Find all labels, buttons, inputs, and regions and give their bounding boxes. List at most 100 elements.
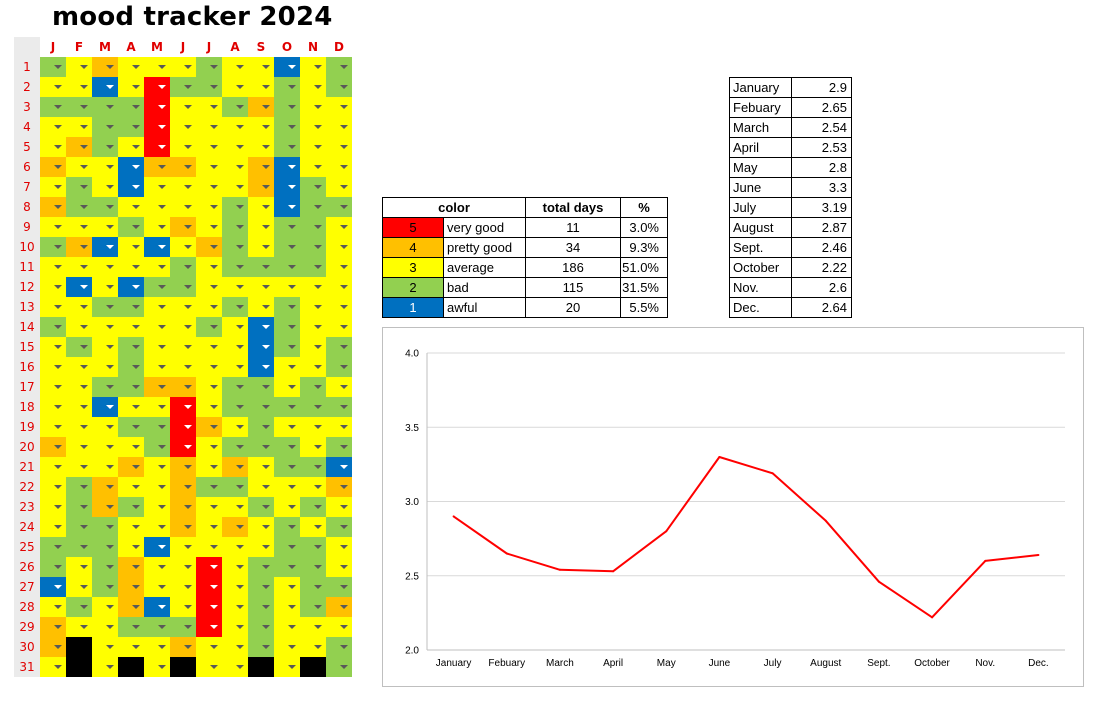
dropdown-arrow-icon[interactable]	[340, 225, 348, 229]
mood-cell[interactable]	[326, 217, 352, 237]
mood-cell[interactable]	[222, 297, 248, 317]
mood-cell[interactable]	[66, 317, 92, 337]
mood-cell[interactable]	[274, 337, 300, 357]
mood-cell[interactable]	[326, 577, 352, 597]
mood-cell[interactable]	[274, 137, 300, 157]
mood-cell[interactable]	[326, 277, 352, 297]
dropdown-arrow-icon[interactable]	[54, 625, 62, 629]
dropdown-arrow-icon[interactable]	[106, 625, 114, 629]
dropdown-arrow-icon[interactable]	[54, 605, 62, 609]
dropdown-arrow-icon[interactable]	[54, 525, 62, 529]
mood-cell[interactable]	[144, 557, 170, 577]
mood-cell[interactable]	[118, 537, 144, 557]
mood-cell[interactable]	[222, 317, 248, 337]
mood-cell[interactable]	[248, 437, 274, 457]
mood-cell[interactable]	[274, 297, 300, 317]
dropdown-arrow-icon[interactable]	[106, 485, 114, 489]
mood-cell[interactable]	[118, 137, 144, 157]
dropdown-arrow-icon[interactable]	[158, 185, 166, 189]
mood-cell[interactable]	[300, 297, 326, 317]
dropdown-arrow-icon[interactable]	[80, 545, 88, 549]
mood-cell[interactable]	[274, 57, 300, 77]
mood-cell[interactable]	[300, 77, 326, 97]
mood-cell[interactable]	[118, 317, 144, 337]
dropdown-arrow-icon[interactable]	[210, 305, 218, 309]
mood-cell[interactable]	[118, 417, 144, 437]
dropdown-arrow-icon[interactable]	[262, 125, 270, 129]
dropdown-arrow-icon[interactable]	[158, 105, 166, 109]
dropdown-arrow-icon[interactable]	[54, 65, 62, 69]
dropdown-arrow-icon[interactable]	[54, 545, 62, 549]
dropdown-arrow-icon[interactable]	[262, 305, 270, 309]
mood-cell[interactable]	[92, 157, 118, 177]
mood-cell[interactable]	[92, 577, 118, 597]
mood-cell[interactable]	[248, 417, 274, 437]
mood-cell[interactable]	[300, 637, 326, 657]
mood-cell[interactable]	[274, 217, 300, 237]
dropdown-arrow-icon[interactable]	[132, 105, 140, 109]
mood-cell[interactable]	[222, 517, 248, 537]
mood-cell[interactable]	[274, 437, 300, 457]
dropdown-arrow-icon[interactable]	[236, 325, 244, 329]
dropdown-arrow-icon[interactable]	[314, 205, 322, 209]
dropdown-arrow-icon[interactable]	[314, 605, 322, 609]
mood-cell[interactable]	[92, 277, 118, 297]
mood-cell[interactable]	[300, 537, 326, 557]
mood-cell[interactable]	[222, 477, 248, 497]
dropdown-arrow-icon[interactable]	[80, 205, 88, 209]
mood-cell[interactable]	[196, 537, 222, 557]
mood-cell[interactable]	[144, 157, 170, 177]
mood-cell[interactable]	[196, 317, 222, 337]
mood-cell[interactable]	[144, 497, 170, 517]
dropdown-arrow-icon[interactable]	[236, 445, 244, 449]
mood-cell[interactable]	[66, 357, 92, 377]
dropdown-arrow-icon[interactable]	[210, 365, 218, 369]
dropdown-arrow-icon[interactable]	[236, 425, 244, 429]
dropdown-arrow-icon[interactable]	[184, 105, 192, 109]
mood-cell[interactable]	[196, 457, 222, 477]
mood-cell[interactable]	[92, 217, 118, 237]
mood-cell[interactable]	[170, 237, 196, 257]
dropdown-arrow-icon[interactable]	[340, 185, 348, 189]
mood-cell[interactable]	[66, 117, 92, 137]
dropdown-arrow-icon[interactable]	[132, 565, 140, 569]
dropdown-arrow-icon[interactable]	[210, 225, 218, 229]
dropdown-arrow-icon[interactable]	[262, 405, 270, 409]
mood-cell[interactable]	[196, 477, 222, 497]
dropdown-arrow-icon[interactable]	[236, 225, 244, 229]
dropdown-arrow-icon[interactable]	[132, 405, 140, 409]
mood-cell[interactable]	[300, 217, 326, 237]
mood-cell[interactable]	[40, 337, 66, 357]
mood-cell[interactable]	[92, 417, 118, 437]
mood-cell[interactable]	[66, 217, 92, 237]
mood-cell[interactable]	[326, 237, 352, 257]
dropdown-arrow-icon[interactable]	[132, 645, 140, 649]
mood-cell[interactable]	[170, 77, 196, 97]
dropdown-arrow-icon[interactable]	[340, 545, 348, 549]
dropdown-arrow-icon[interactable]	[262, 85, 270, 89]
mood-cell[interactable]	[66, 577, 92, 597]
mood-cell[interactable]	[248, 617, 274, 637]
dropdown-arrow-icon[interactable]	[132, 205, 140, 209]
dropdown-arrow-icon[interactable]	[314, 65, 322, 69]
mood-cell[interactable]	[40, 237, 66, 257]
mood-cell[interactable]	[92, 437, 118, 457]
mood-cell[interactable]	[40, 137, 66, 157]
mood-cell[interactable]	[248, 177, 274, 197]
mood-cell[interactable]	[222, 217, 248, 237]
mood-cell[interactable]	[300, 617, 326, 637]
dropdown-arrow-icon[interactable]	[132, 445, 140, 449]
mood-cell[interactable]	[196, 257, 222, 277]
dropdown-arrow-icon[interactable]	[210, 465, 218, 469]
mood-cell[interactable]	[274, 377, 300, 397]
mood-cell[interactable]	[92, 517, 118, 537]
mood-cell[interactable]	[144, 637, 170, 657]
mood-cell[interactable]	[300, 337, 326, 357]
mood-cell[interactable]	[144, 457, 170, 477]
mood-cell[interactable]	[92, 337, 118, 357]
mood-cell[interactable]	[300, 417, 326, 437]
dropdown-arrow-icon[interactable]	[158, 405, 166, 409]
dropdown-arrow-icon[interactable]	[80, 425, 88, 429]
dropdown-arrow-icon[interactable]	[262, 605, 270, 609]
mood-cell[interactable]	[248, 237, 274, 257]
